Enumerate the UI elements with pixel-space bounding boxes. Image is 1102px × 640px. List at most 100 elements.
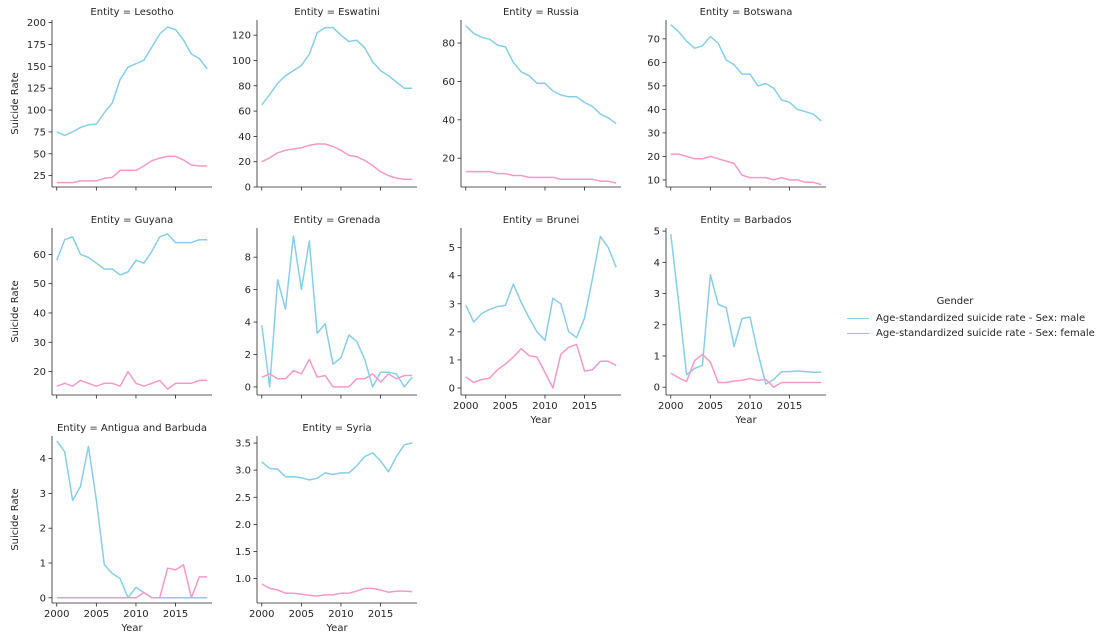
y-axis-label: Suicide Rate — [10, 280, 21, 342]
x-tick-label: 2015 — [163, 609, 188, 620]
y-tick-label: 0 — [245, 382, 251, 393]
y-tick-label: 3.5 — [235, 439, 251, 450]
y-tick-label: 200 — [27, 18, 46, 29]
facet-title: Entity = Barbados — [700, 215, 791, 226]
x-tick-label: 2005 — [698, 401, 723, 412]
y-tick-label: 2.5 — [235, 493, 251, 504]
legend-label-female: Age-standardized suicide rate - Sex: fem… — [876, 328, 1095, 339]
facet-panel: Entity = Grenada 0 2 4 6 8 — [245, 215, 417, 399]
series-line-male — [56, 233, 208, 276]
legend-label-male: Age-standardized suicide rate - Sex: mal… — [876, 313, 1086, 324]
y-tick-label: 20 — [442, 154, 455, 165]
y-tick-label: 2.0 — [235, 520, 251, 531]
y-tick-label: 3 — [654, 289, 660, 300]
x-tick-label: 2010 — [328, 609, 353, 620]
series-line-male — [261, 442, 413, 481]
y-tick-label: 175 — [27, 40, 46, 51]
facet-panel: Entity = Russia 20 40 60 80 — [442, 7, 621, 191]
x-tick-label: 2015 — [368, 609, 393, 620]
facet-panel: Entity = Syria 1.0 1.5 2.0 2.5 3.0 3.5 2000 2005… — [235, 423, 417, 634]
x-tick-label: 2015 — [572, 401, 597, 412]
y-tick-label: 30 — [33, 338, 46, 349]
y-tick-label: 125 — [27, 84, 46, 95]
legend-item-male: Age-standardized suicide rate - Sex: mal… — [842, 311, 1102, 326]
y-tick-label: 0 — [449, 383, 455, 394]
series-line-male — [670, 234, 822, 385]
y-tick-label: 0 — [245, 183, 251, 194]
facet-title: Entity = Botswana — [700, 7, 793, 18]
legend-title: Gender — [936, 296, 974, 307]
x-tick-label: 2010 — [123, 609, 148, 620]
x-tick-label: 2010 — [532, 401, 557, 412]
y-tick-label: 5 — [654, 227, 660, 238]
x-axis-label: Year — [120, 623, 143, 634]
y-tick-label: 3 — [449, 299, 455, 310]
y-tick-label: 4 — [40, 454, 46, 465]
series-line-male — [465, 25, 617, 125]
x-axis-label: Year — [734, 415, 757, 426]
y-tick-label: 8 — [245, 253, 251, 264]
y-tick-label: 150 — [27, 62, 46, 73]
facet-title: Entity = Antigua and Barbuda — [57, 423, 207, 434]
y-axis-label: Suicide Rate — [10, 488, 21, 550]
series-line-male — [465, 235, 617, 342]
y-tick-label: 3.0 — [235, 466, 251, 477]
series-line-male — [261, 235, 413, 388]
series-line-female — [56, 563, 208, 599]
y-tick-label: 60 — [442, 77, 455, 88]
x-tick-label: 2000 — [658, 401, 683, 412]
series-line-female — [56, 370, 208, 390]
y-tick-label: 60 — [238, 107, 251, 118]
legend-swatch-female — [847, 333, 869, 334]
x-tick-label: 2010 — [737, 401, 762, 412]
y-tick-label: 1 — [40, 558, 46, 569]
y-tick-label: 40 — [33, 308, 46, 319]
y-tick-label: 80 — [442, 39, 455, 50]
x-axis-label: Year — [325, 623, 348, 634]
y-tick-label: 1 — [654, 351, 660, 362]
y-tick-label: 50 — [33, 279, 46, 290]
y-tick-label: 20 — [238, 157, 251, 168]
y-tick-label: 3 — [40, 489, 46, 500]
x-tick-label: 2000 — [249, 609, 274, 620]
facet-panel: Entity = Antigua and Barbuda 0 1 2 3 4 2000 200… — [10, 423, 212, 634]
y-axis-label: Suicide Rate — [10, 72, 21, 134]
y-tick-label: 5 — [449, 243, 455, 254]
y-tick-label: 2 — [654, 320, 660, 331]
facet-panel: Entity = Barbados 0 1 2 3 4 5 2000 2005 2010 2015 Y… — [654, 215, 826, 426]
y-tick-label: 100 — [27, 106, 46, 117]
facet-title: Entity = Brunei — [503, 215, 580, 226]
facet-title: Entity = Russia — [503, 7, 579, 18]
y-tick-label: 100 — [232, 56, 251, 67]
y-tick-label: 4 — [245, 318, 251, 329]
y-tick-label: 75 — [33, 127, 46, 138]
series-line-female — [670, 153, 822, 186]
series-line-female — [670, 353, 822, 388]
series-line-female — [465, 343, 617, 389]
y-tick-label: 1.5 — [235, 547, 251, 558]
x-axis-label: Year — [529, 415, 552, 426]
y-tick-label: 2 — [245, 350, 251, 361]
series-line-female — [261, 583, 413, 597]
y-tick-label: 60 — [647, 58, 660, 69]
series-line-female — [465, 170, 617, 184]
x-tick-label: 2000 — [453, 401, 478, 412]
y-tick-label: 25 — [33, 171, 46, 182]
y-tick-label: 4 — [449, 271, 455, 282]
series-line-male — [56, 440, 208, 599]
y-tick-label: 0 — [40, 593, 46, 604]
y-tick-label: 6 — [245, 285, 251, 296]
x-tick-label: 2015 — [777, 401, 802, 412]
facet-title: Entity = Guyana — [91, 215, 174, 226]
series-line-male — [261, 26, 413, 106]
y-tick-label: 50 — [33, 149, 46, 160]
y-tick-label: 2 — [40, 524, 46, 535]
facet-panel: Entity = Botswana 10 20 30 40 50 60 70 — [647, 7, 826, 191]
legend-swatch-male — [847, 318, 869, 319]
x-tick-label: 2005 — [289, 609, 314, 620]
x-tick-label: 2005 — [84, 609, 109, 620]
x-tick-label: 2000 — [44, 609, 69, 620]
facet-panel: Entity = Eswatini 0 20 40 60 80 100 120 — [232, 7, 417, 194]
y-tick-label: 20 — [33, 367, 46, 378]
